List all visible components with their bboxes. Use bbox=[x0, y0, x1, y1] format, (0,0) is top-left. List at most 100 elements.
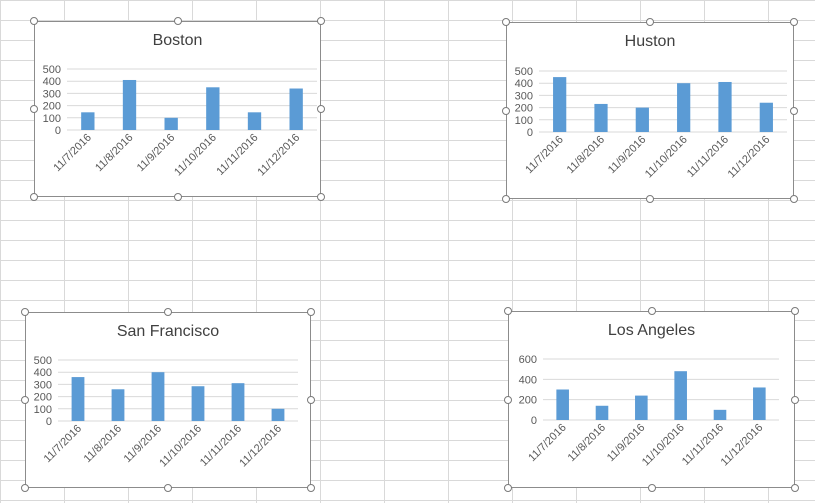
x-tick-label: 11/10/2016 bbox=[157, 423, 204, 470]
y-tick-label: 400 bbox=[43, 76, 61, 88]
resize-handle[interactable] bbox=[173, 17, 182, 25]
y-tick-label: 200 bbox=[519, 395, 537, 407]
bar[interactable] bbox=[122, 79, 137, 130]
resize-handle[interactable] bbox=[317, 105, 325, 113]
bar[interactable] bbox=[289, 88, 303, 130]
chart-san-francisco[interactable]: San Francisco 0 100 200 300 400 500 11/7/2016 1… bbox=[21, 308, 315, 492]
x-tick-label: 11/9/2016 bbox=[122, 423, 165, 466]
resize-handle[interactable] bbox=[502, 106, 510, 115]
resize-handle[interactable] bbox=[791, 307, 799, 315]
x-tick-label: 11/12/2016 bbox=[719, 422, 766, 469]
x-tick-label: 11/10/2016 bbox=[640, 422, 687, 469]
bar[interactable] bbox=[553, 77, 567, 132]
bar[interactable] bbox=[677, 83, 691, 132]
bar[interactable] bbox=[635, 395, 648, 420]
bar[interactable] bbox=[247, 112, 262, 130]
resize-handle[interactable] bbox=[317, 193, 325, 201]
y-tick-label: 400 bbox=[34, 367, 52, 379]
resize-handle[interactable] bbox=[307, 484, 315, 492]
resize-handle[interactable] bbox=[791, 395, 799, 404]
y-tick-label: 500 bbox=[43, 64, 61, 76]
resize-handle[interactable] bbox=[504, 484, 512, 492]
resize-handle[interactable] bbox=[502, 195, 510, 203]
y-tick-label: 0 bbox=[55, 125, 61, 137]
resize-handle[interactable] bbox=[791, 484, 799, 492]
resize-handle[interactable] bbox=[30, 105, 38, 113]
x-tick-label: 11/12/2016 bbox=[726, 134, 773, 181]
bar[interactable] bbox=[271, 408, 285, 421]
y-tick-label: 600 bbox=[519, 354, 537, 366]
y-tick-label: 300 bbox=[43, 88, 61, 100]
resize-handle[interactable] bbox=[646, 195, 654, 203]
bar[interactable] bbox=[759, 102, 773, 132]
bar[interactable] bbox=[206, 87, 220, 130]
resize-handle[interactable] bbox=[790, 18, 798, 26]
x-tick-label: 11/11/2016 bbox=[214, 132, 260, 178]
chart-title: Boston bbox=[152, 32, 203, 49]
chart-boston[interactable]: Boston 0 100 200 300 400 500 11/7/2016 11/8/201… bbox=[30, 17, 325, 201]
y-tick-label: 500 bbox=[515, 66, 533, 78]
resize-handle[interactable] bbox=[504, 395, 512, 404]
x-tick-label: 11/7/2016 bbox=[42, 423, 85, 466]
bar[interactable] bbox=[191, 386, 205, 421]
x-tick-label: 11/11/2016 bbox=[685, 134, 731, 180]
bar[interactable] bbox=[713, 409, 727, 420]
resize-handle[interactable] bbox=[647, 484, 656, 492]
resize-handle[interactable] bbox=[21, 396, 29, 404]
resize-handle[interactable] bbox=[307, 396, 315, 404]
resize-handle[interactable] bbox=[30, 193, 38, 201]
bar[interactable] bbox=[718, 81, 732, 132]
y-tick-label: 200 bbox=[34, 392, 52, 404]
bar[interactable] bbox=[556, 389, 569, 421]
x-tick-label: 11/9/2016 bbox=[606, 134, 649, 177]
bar[interactable] bbox=[231, 383, 245, 421]
chart-title: San Francisco bbox=[116, 323, 220, 340]
x-tick-label: 11/8/2016 bbox=[565, 134, 608, 177]
chart-los-angeles[interactable]: Los Angeles 0 200 400 600 11/7/2016 11/8/2016… bbox=[504, 307, 799, 492]
resize-handle[interactable] bbox=[21, 484, 29, 492]
y-tick-label: 0 bbox=[46, 416, 52, 428]
x-tick-label: 11/8/2016 bbox=[82, 423, 125, 466]
y-tick-label: 0 bbox=[527, 127, 533, 139]
x-tick-label: 11/8/2016 bbox=[93, 132, 136, 175]
bar[interactable] bbox=[753, 387, 766, 420]
resize-handle[interactable] bbox=[790, 106, 798, 115]
resize-handle[interactable] bbox=[30, 17, 38, 25]
resize-handle[interactable] bbox=[790, 195, 798, 203]
bar[interactable] bbox=[594, 103, 608, 132]
y-tick-label: 300 bbox=[34, 379, 52, 391]
resize-handle[interactable] bbox=[164, 308, 172, 316]
chart-title: Los Angeles bbox=[607, 322, 696, 339]
resize-handle[interactable] bbox=[164, 484, 172, 492]
bar[interactable] bbox=[71, 377, 85, 421]
y-tick-label: 500 bbox=[34, 355, 52, 367]
bar[interactable] bbox=[81, 112, 95, 130]
resize-handle[interactable] bbox=[646, 18, 654, 26]
resize-handle[interactable] bbox=[647, 307, 656, 315]
bar[interactable] bbox=[111, 389, 125, 421]
y-tick-label: 400 bbox=[519, 374, 537, 386]
bar[interactable] bbox=[164, 117, 178, 130]
bar[interactable] bbox=[674, 371, 687, 420]
resize-handle[interactable] bbox=[173, 193, 182, 201]
resize-handle[interactable] bbox=[504, 307, 512, 315]
bar[interactable] bbox=[635, 107, 649, 132]
bar[interactable] bbox=[151, 372, 165, 421]
y-tick-label: 100 bbox=[515, 115, 533, 127]
chart-title: Huston bbox=[624, 33, 676, 50]
y-tick-label: 300 bbox=[515, 90, 533, 102]
resize-handle[interactable] bbox=[21, 308, 29, 316]
bar-plot: 020040060011/7/201611/8/201611/9/201611/… bbox=[519, 354, 779, 469]
x-tick-label: 11/12/2016 bbox=[237, 423, 284, 470]
resize-handle[interactable] bbox=[307, 308, 315, 316]
bar[interactable] bbox=[595, 405, 609, 420]
resize-handle[interactable] bbox=[502, 18, 510, 26]
x-tick-label: 11/12/2016 bbox=[255, 132, 302, 179]
chart-huston[interactable]: Huston 0 100 200 300 400 500 11/7/2016 11/8/201… bbox=[502, 18, 798, 203]
resize-handle[interactable] bbox=[317, 17, 325, 25]
y-tick-label: 100 bbox=[34, 404, 52, 416]
y-tick-label: 200 bbox=[515, 103, 533, 115]
